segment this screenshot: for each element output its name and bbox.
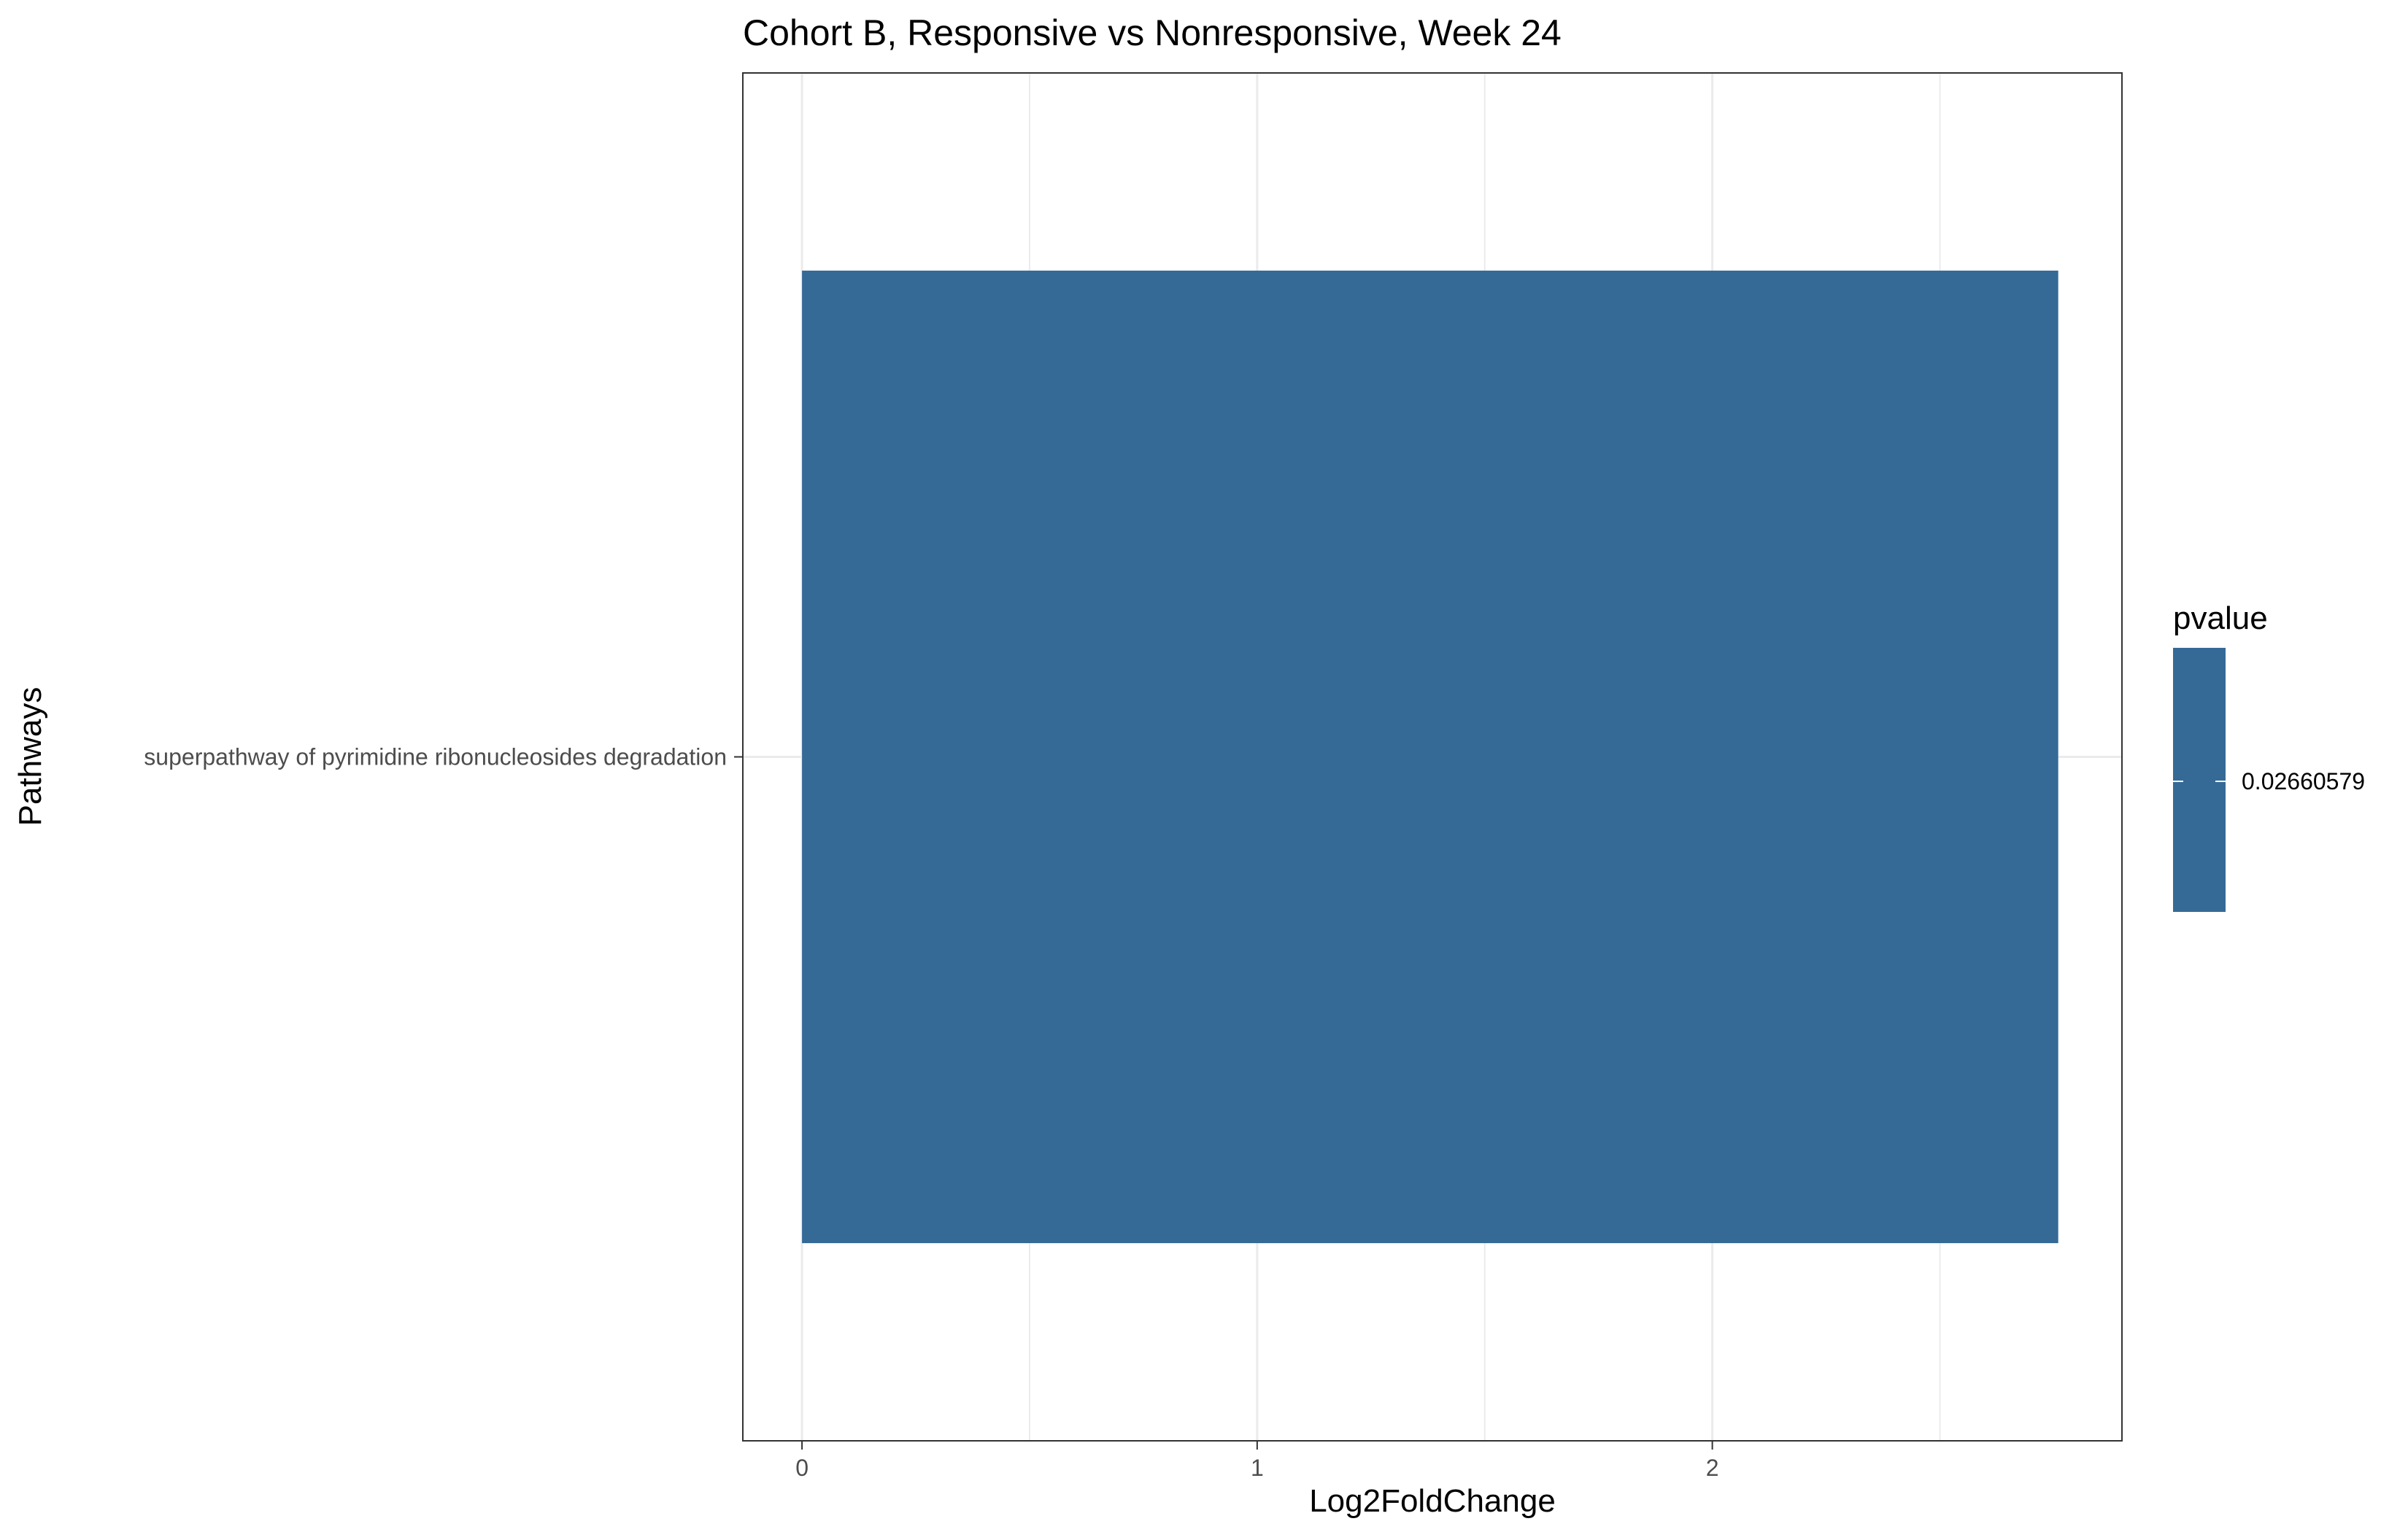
x-axis-title: Log2FoldChange bbox=[1309, 1483, 1556, 1519]
x-tick-label: 2 bbox=[1706, 1455, 1719, 1481]
y-tick-label: superpathway of pyrimidine ribonucleosid… bbox=[144, 744, 727, 770]
legend: pvalue 0.02660579 bbox=[2173, 600, 2365, 912]
chart-title: Cohort B, Responsive vs Nonresponsive, W… bbox=[743, 12, 1562, 53]
legend-colorbar bbox=[2173, 648, 2226, 912]
legend-title: pvalue bbox=[2173, 600, 2268, 636]
bar bbox=[802, 270, 2058, 1244]
y-axis: superpathway of pyrimidine ribonucleosid… bbox=[144, 744, 743, 770]
x-tick-label: 0 bbox=[795, 1455, 809, 1481]
x-axis: 0 1 2 bbox=[795, 1441, 1719, 1481]
x-tick-label: 1 bbox=[1251, 1455, 1264, 1481]
legend-label: 0.02660579 bbox=[2242, 768, 2365, 794]
bars-group bbox=[802, 270, 2058, 1244]
y-axis-title: Pathways bbox=[12, 687, 48, 827]
